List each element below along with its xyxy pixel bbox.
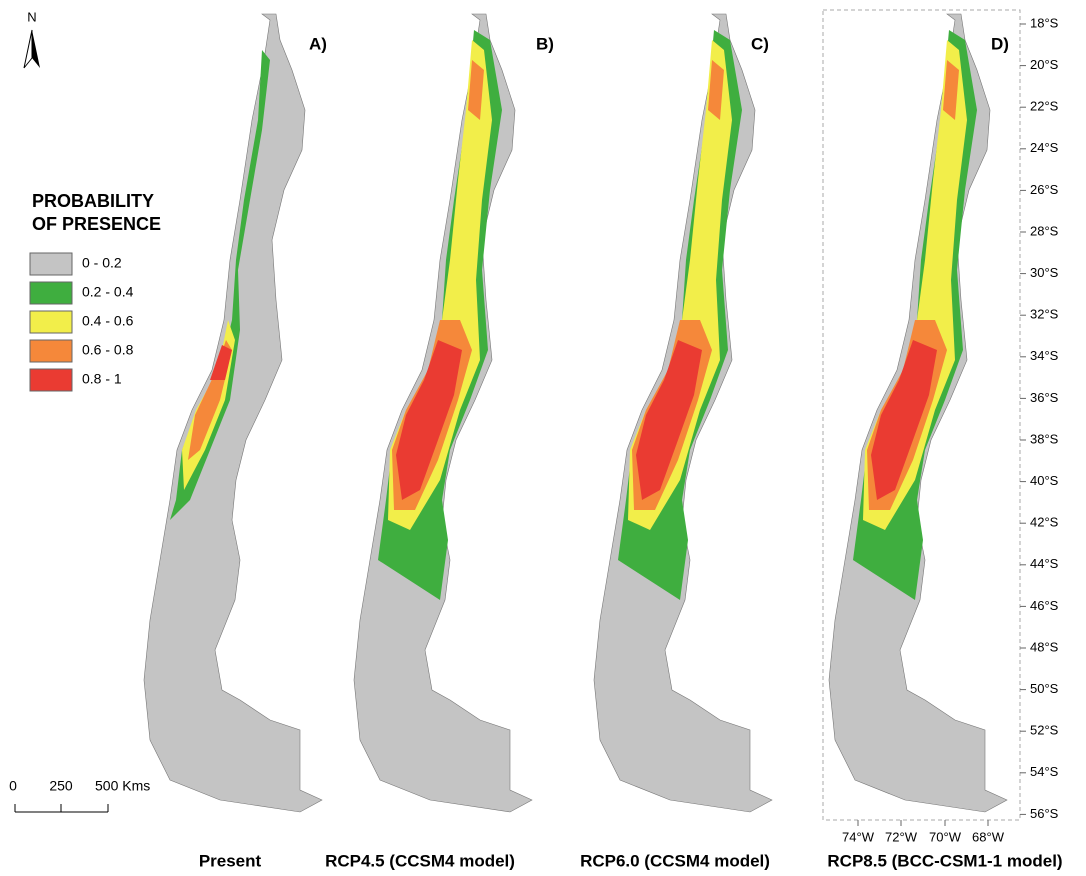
panel-label: A) [309,34,327,53]
suitability-zone [468,60,484,120]
suitability-zone [871,340,937,500]
north-arrow [23,29,40,69]
suitability-zone [210,345,232,380]
lat-label: 46°S [1030,598,1059,613]
legend-swatch [29,339,73,363]
lat-label: 36°S [1030,390,1059,405]
map-panel [353,13,533,813]
panel-caption: RCP8.5 (BCC-CSM1-1 model) [827,851,1062,870]
legend-swatch [29,310,73,334]
scale-label: 0 [9,778,17,794]
lon-label: 74°W [842,829,875,844]
legend-label: 0.2 - 0.4 [82,284,134,300]
legend-label: 0.6 - 0.8 [82,342,134,358]
panel-caption: RCP6.0 (CCSM4 model) [580,851,770,870]
country-shape [143,13,323,813]
legend-swatch [29,368,73,392]
lat-label: 40°S [1030,473,1059,488]
panel-label: C) [751,34,769,53]
lat-label: 42°S [1030,515,1059,530]
lat-label: 18°S [1030,15,1059,30]
suitability-zone [636,340,702,500]
lat-label: 48°S [1030,639,1059,654]
panel-caption: Present [199,851,262,870]
lat-label: 30°S [1030,265,1059,280]
north-label: N [27,9,36,24]
map-panel [828,13,1008,813]
panel-label: D) [991,34,1009,53]
lon-label: 68°W [972,829,1005,844]
lat-label: 22°S [1030,99,1059,114]
legend-title: OF PRESENCE [32,214,161,234]
lat-label: 38°S [1030,431,1059,446]
lon-label: 72°W [885,829,918,844]
suitability-zone [396,340,462,500]
scale-label: 250 [49,778,73,794]
panel-frame [822,9,1021,821]
lat-label: 24°S [1030,140,1059,155]
lat-label: 28°S [1030,223,1059,238]
scale-label: 500 Kms [95,778,150,794]
lat-label: 54°S [1030,764,1059,779]
legend-swatch [29,281,73,305]
panel-label: B) [536,34,554,53]
suitability-zone [708,60,724,120]
lat-label: 32°S [1030,307,1059,322]
lat-label: 34°S [1030,348,1059,363]
map-panel [593,13,773,813]
lat-label: 20°S [1030,57,1059,72]
lat-label: 56°S [1030,806,1059,821]
panel-caption: RCP4.5 (CCSM4 model) [325,851,515,870]
suitability-zone [170,50,270,520]
lat-label: 50°S [1030,681,1059,696]
legend-title: PROBABILITY [32,191,154,211]
legend-label: 0.4 - 0.6 [82,313,134,329]
legend-swatch [29,252,73,276]
suitability-zone [943,60,959,120]
lat-label: 52°S [1030,723,1059,738]
lat-label: 26°S [1030,182,1059,197]
map-panel [143,13,323,813]
lat-label: 44°S [1030,556,1059,571]
legend-label: 0 - 0.2 [82,255,122,271]
legend-label: 0.8 - 1 [82,371,122,387]
lon-label: 70°W [929,829,962,844]
